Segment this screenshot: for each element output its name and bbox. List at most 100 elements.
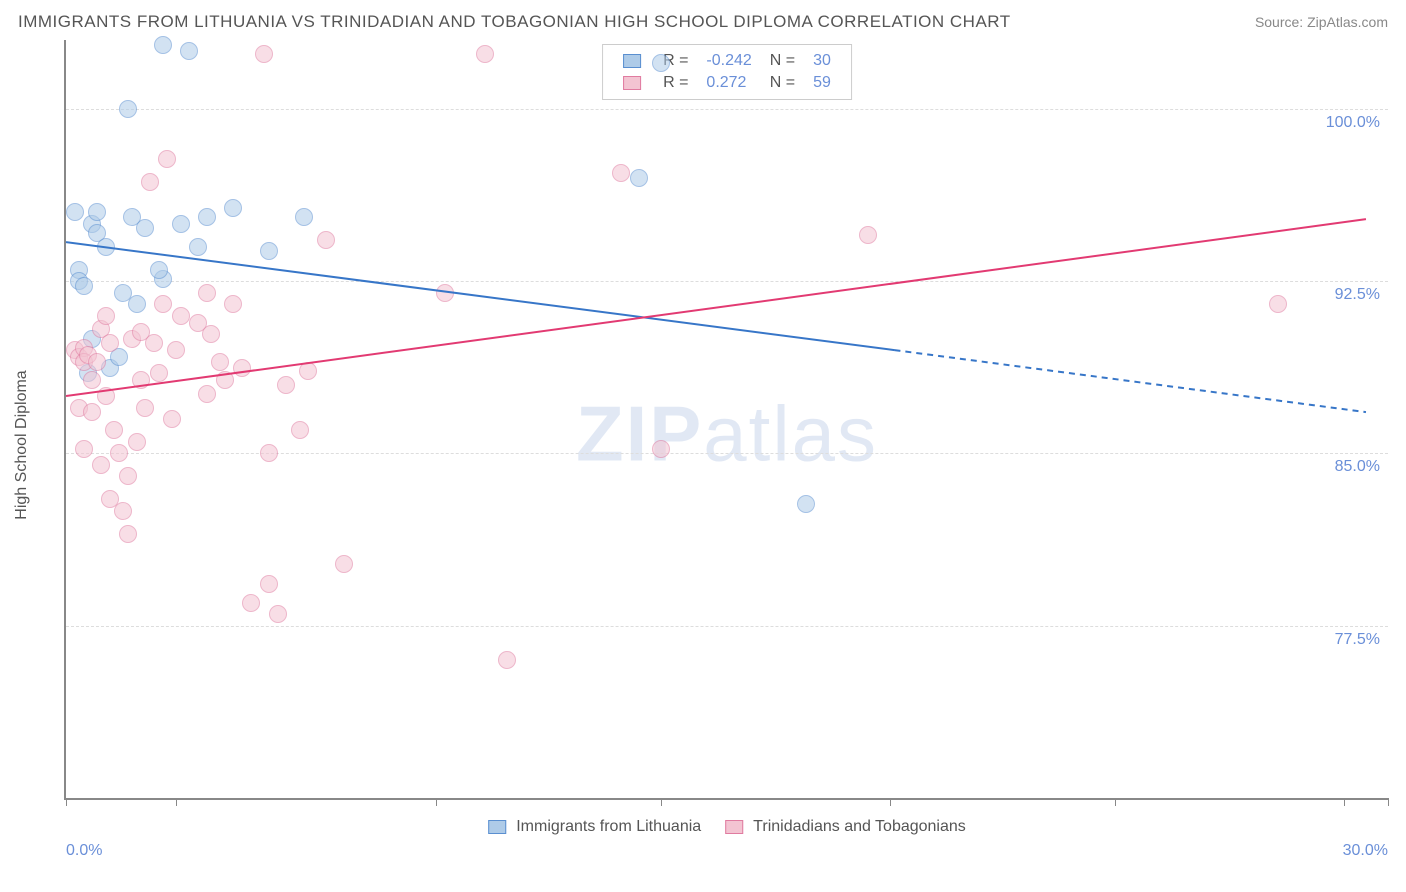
scatter-point bbox=[75, 277, 93, 295]
scatter-point bbox=[158, 150, 176, 168]
x-tick bbox=[890, 798, 891, 806]
scatter-point bbox=[859, 226, 877, 244]
legend-series: Immigrants from Lithuania Trinidadians an… bbox=[488, 818, 966, 836]
scatter-point bbox=[242, 594, 260, 612]
scatter-point bbox=[128, 295, 146, 313]
scatter-point bbox=[797, 495, 815, 513]
scatter-point bbox=[260, 444, 278, 462]
legend-swatch bbox=[488, 820, 506, 834]
scatter-point bbox=[150, 364, 168, 382]
scatter-point bbox=[652, 440, 670, 458]
scatter-point bbox=[97, 387, 115, 405]
scatter-point bbox=[299, 362, 317, 380]
scatter-point bbox=[211, 353, 229, 371]
x-tick-label: 0.0% bbox=[66, 842, 102, 860]
scatter-point bbox=[97, 238, 115, 256]
x-tick bbox=[66, 798, 67, 806]
scatter-point bbox=[277, 376, 295, 394]
plot-wrap: High School Diploma ZIPatlas R =-0.242N … bbox=[18, 40, 1388, 850]
scatter-point bbox=[75, 440, 93, 458]
scatter-point bbox=[136, 399, 154, 417]
watermark: ZIPatlas bbox=[576, 389, 878, 480]
scatter-point bbox=[198, 284, 216, 302]
scatter-point bbox=[88, 353, 106, 371]
y-tick-label: 100.0% bbox=[1326, 114, 1380, 132]
x-tick bbox=[436, 798, 437, 806]
scatter-point bbox=[119, 525, 137, 543]
legend-label: Immigrants from Lithuania bbox=[516, 818, 701, 836]
legend-row: R =-0.242N =30 bbox=[615, 51, 839, 71]
scatter-point bbox=[652, 54, 670, 72]
legend-swatch bbox=[725, 820, 743, 834]
legend-item: Immigrants from Lithuania bbox=[488, 818, 701, 836]
legend-correlation: R =-0.242N =30R =0.272N =59 bbox=[602, 44, 852, 100]
legend-r-value: -0.242 bbox=[698, 51, 759, 71]
scatter-point bbox=[154, 295, 172, 313]
legend-r-value: 0.272 bbox=[698, 73, 759, 93]
scatter-point bbox=[141, 173, 159, 191]
scatter-point bbox=[198, 385, 216, 403]
gridline bbox=[66, 626, 1388, 627]
chart-title: IMMIGRANTS FROM LITHUANIA VS TRINIDADIAN… bbox=[18, 12, 1011, 32]
legend-label: Trinidadians and Tobagonians bbox=[753, 818, 966, 836]
scatter-point bbox=[198, 208, 216, 226]
scatter-point bbox=[145, 334, 163, 352]
scatter-point bbox=[436, 284, 454, 302]
scatter-point bbox=[101, 334, 119, 352]
x-tick bbox=[176, 798, 177, 806]
gridline bbox=[66, 281, 1388, 282]
scatter-point bbox=[233, 359, 251, 377]
scatter-point bbox=[1269, 295, 1287, 313]
scatter-point bbox=[260, 575, 278, 593]
scatter-point bbox=[216, 371, 234, 389]
scatter-point bbox=[101, 490, 119, 508]
legend-n-label: N = bbox=[762, 51, 803, 71]
scatter-point bbox=[150, 261, 168, 279]
scatter-point bbox=[154, 36, 172, 54]
plot-area: ZIPatlas R =-0.242N =30R =0.272N =59 Imm… bbox=[64, 40, 1388, 800]
y-tick-label: 85.0% bbox=[1335, 458, 1380, 476]
scatter-point bbox=[224, 199, 242, 217]
source-label: Source: ZipAtlas.com bbox=[1255, 14, 1388, 30]
scatter-point bbox=[630, 169, 648, 187]
scatter-point bbox=[83, 371, 101, 389]
y-tick-label: 77.5% bbox=[1335, 631, 1380, 649]
legend-swatch bbox=[615, 73, 653, 93]
scatter-point bbox=[88, 203, 106, 221]
scatter-point bbox=[128, 433, 146, 451]
scatter-point bbox=[180, 42, 198, 60]
chart-container: IMMIGRANTS FROM LITHUANIA VS TRINIDADIAN… bbox=[0, 0, 1406, 892]
legend-n-value: 30 bbox=[805, 51, 839, 71]
legend-n-value: 59 bbox=[805, 73, 839, 93]
x-tick bbox=[1115, 798, 1116, 806]
scatter-point bbox=[172, 215, 190, 233]
legend-item: Trinidadians and Tobagonians bbox=[725, 818, 966, 836]
y-axis-label: High School Diploma bbox=[13, 370, 31, 519]
y-tick-label: 92.5% bbox=[1335, 286, 1380, 304]
scatter-point bbox=[105, 421, 123, 439]
gridline bbox=[66, 109, 1388, 110]
legend-row: R =0.272N =59 bbox=[615, 73, 839, 93]
scatter-point bbox=[136, 219, 154, 237]
x-tick bbox=[661, 798, 662, 806]
scatter-point bbox=[335, 555, 353, 573]
title-row: IMMIGRANTS FROM LITHUANIA VS TRINIDADIAN… bbox=[18, 12, 1388, 32]
scatter-point bbox=[269, 605, 287, 623]
scatter-point bbox=[202, 325, 220, 343]
scatter-point bbox=[612, 164, 630, 182]
scatter-point bbox=[167, 341, 185, 359]
scatter-point bbox=[66, 203, 84, 221]
x-tick bbox=[1344, 798, 1345, 806]
x-tick bbox=[1388, 798, 1389, 806]
scatter-point bbox=[291, 421, 309, 439]
scatter-point bbox=[163, 410, 181, 428]
scatter-point bbox=[110, 444, 128, 462]
scatter-point bbox=[260, 242, 278, 260]
scatter-point bbox=[295, 208, 313, 226]
scatter-point bbox=[317, 231, 335, 249]
scatter-point bbox=[224, 295, 242, 313]
scatter-point bbox=[498, 651, 516, 669]
scatter-point bbox=[255, 45, 273, 63]
scatter-point bbox=[476, 45, 494, 63]
scatter-point bbox=[92, 456, 110, 474]
